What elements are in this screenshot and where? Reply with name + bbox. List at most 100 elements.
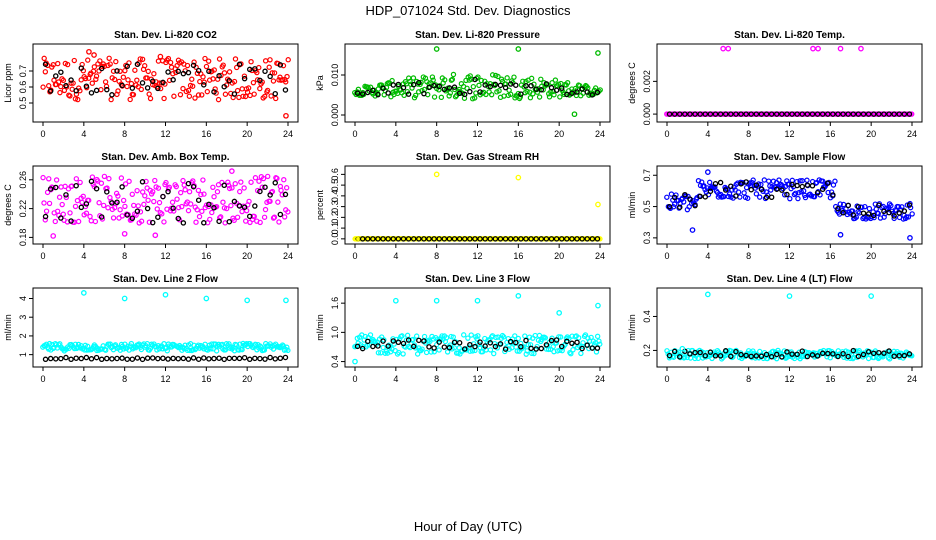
hourly-point [886,209,892,216]
x-tick-label: 8 [746,129,751,139]
hourly-point [42,356,49,363]
data-point [578,350,584,357]
outlier-point [152,232,159,239]
x-tick-label: 16 [513,374,523,384]
hourly-point [262,68,268,75]
hourly-point [175,215,182,222]
data-point [404,332,411,339]
panel-2: Stan. Dev. Li-820 Pressure kPa 0 4 8 12 16 20 24… [315,30,611,139]
data-point [165,55,172,62]
data-point [862,203,868,210]
hourly-point [482,236,488,242]
data-point [271,214,278,220]
hourly-point [502,346,509,352]
x-tick-label: 8 [122,251,127,261]
data-point [167,59,174,66]
hourly-point [722,348,729,354]
data-point [535,86,541,92]
figure-title: HDP_071024 Std. Dev. Diagnostics [366,3,571,18]
panel-title: Stan. Dev. Li-820 Temp. [734,30,845,41]
data-point [279,342,286,348]
data-point [106,175,112,182]
data-point [131,202,137,209]
outlier-point [50,233,57,239]
outlier-point [157,53,164,60]
data-point [262,206,269,213]
hourly-point [195,67,202,74]
hourly-point [124,356,130,362]
hourly-point [365,236,371,242]
hourly-point [758,353,765,360]
data-point [909,211,915,217]
series-points [40,48,291,119]
hourly-point [246,213,253,220]
panel-3: Stan. Dev. Li-820 Temp. degrees C 0 4 8 12 16 2… [627,30,923,139]
data-point [139,189,146,195]
data-point [475,333,481,339]
data-point [504,75,510,81]
hourly-point [78,204,85,211]
data-point [270,78,277,84]
data-point [260,175,267,182]
outlier-point [868,293,875,299]
data-point [145,197,151,204]
hourly-point [252,203,258,209]
data-point [233,64,240,71]
data-point [283,79,289,85]
hourly-point [216,218,222,225]
data-point [561,91,567,98]
data-point [802,194,809,201]
hourly-point [707,188,714,195]
data-point [64,61,71,68]
hourly-point [370,87,376,94]
y-tick-label: 0.5 [18,97,28,110]
hourly-point [677,111,683,117]
hourly-point [850,347,857,354]
x-tick-label: 4 [81,251,86,261]
data-point [446,93,452,99]
data-point [580,340,586,346]
data-point [468,332,474,338]
data-point [97,58,103,64]
hourly-point [799,348,806,354]
hourly-point [109,200,115,206]
data-point [512,333,518,339]
data-point [119,213,125,219]
hourly-point [677,354,683,360]
hourly-point [370,236,376,242]
hourly-point [779,111,785,117]
hourly-point [896,111,902,117]
hourly-point [47,186,54,192]
hourly-point [139,80,146,86]
data-point [41,200,47,206]
data-point [256,178,262,184]
hourly-point [252,355,258,362]
data-point [474,336,480,342]
data-point [450,71,457,78]
data-point [761,177,768,183]
data-point [495,73,501,80]
data-point [400,351,406,357]
data-point [521,344,527,350]
data-point [549,335,555,341]
data-point [41,55,47,62]
hourly-point [738,111,744,117]
hourly-point [380,85,386,91]
data-point [128,340,135,347]
hourly-point [109,92,115,98]
hourly-point [431,345,437,351]
x-tick-label: 4 [705,251,710,261]
hourly-point [523,83,529,89]
hourly-point [236,61,243,68]
x-tick-label: 24 [907,374,917,384]
hourly-point [252,66,258,72]
hourly-point [758,111,765,117]
data-point [128,80,135,87]
data-point [264,87,271,94]
x-tick-label: 20 [554,129,564,139]
y-tick-label: 1.0 [330,326,340,339]
data-point [510,339,517,346]
hourly-point [896,352,902,359]
x-tick-label: 0 [352,129,357,139]
